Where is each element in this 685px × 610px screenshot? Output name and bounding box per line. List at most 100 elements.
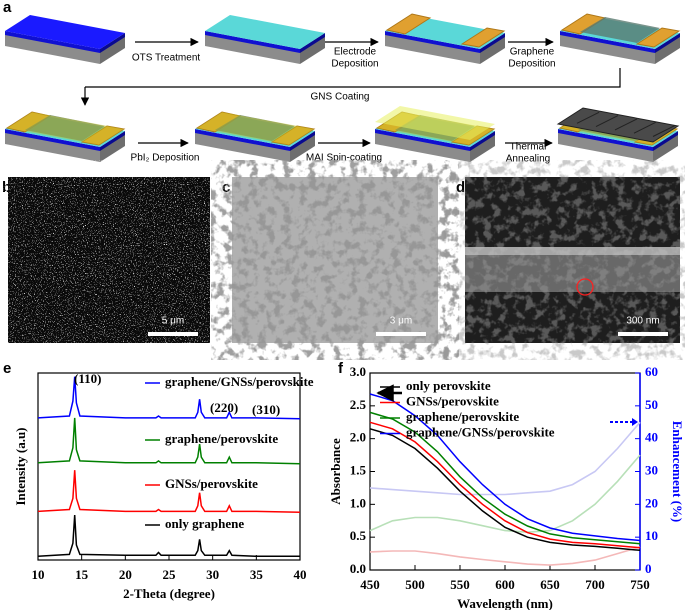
y2-tick-label: 30 bbox=[645, 462, 658, 477]
device bbox=[5, 111, 126, 162]
device-side bbox=[100, 36, 125, 64]
device-side bbox=[100, 134, 125, 162]
legend-label: only graphene bbox=[165, 516, 244, 531]
series-line bbox=[37, 376, 301, 420]
device-side bbox=[480, 36, 505, 64]
device bbox=[560, 13, 681, 64]
y2-tick-label: 50 bbox=[645, 397, 658, 412]
peak-annotation: (110) bbox=[74, 371, 101, 386]
peak-annotation: (310) bbox=[252, 402, 280, 417]
highlight-circle bbox=[576, 278, 594, 296]
device-blue bbox=[5, 129, 100, 151]
series-line bbox=[369, 428, 641, 552]
device-blue bbox=[5, 31, 100, 53]
x-tick-label: 650 bbox=[540, 577, 560, 592]
device-blue-side bbox=[100, 33, 125, 53]
series-line bbox=[369, 421, 641, 496]
x-tick-label: 30 bbox=[206, 567, 219, 582]
series-line bbox=[37, 515, 300, 558]
perovskite bbox=[556, 107, 680, 143]
device-blue bbox=[560, 31, 655, 53]
y-tick-label: 0.5 bbox=[350, 528, 367, 543]
device-front bbox=[375, 132, 470, 162]
device bbox=[205, 15, 325, 64]
x-tick-label: 450 bbox=[360, 577, 380, 592]
series-line bbox=[369, 546, 641, 566]
x-tick-label: 15 bbox=[75, 567, 89, 582]
y-tick-label: 1.5 bbox=[350, 462, 367, 477]
device-side bbox=[290, 134, 315, 162]
device-top bbox=[205, 15, 325, 49]
series-line bbox=[369, 411, 641, 545]
device-blue bbox=[205, 31, 300, 53]
graphene bbox=[580, 17, 660, 43]
y2-axis-title: Enhancement (%) bbox=[670, 421, 685, 522]
legend-label: graphene/GNSs/perovskite bbox=[165, 374, 314, 389]
panel-label: f bbox=[338, 360, 344, 377]
device bbox=[375, 106, 496, 162]
device-side bbox=[653, 134, 678, 162]
device bbox=[385, 13, 506, 64]
step-label: Deposition bbox=[508, 59, 555, 70]
axis-arrowhead bbox=[632, 418, 638, 426]
scale-bar-label: 300 nm bbox=[626, 316, 659, 327]
device bbox=[5, 15, 125, 64]
series-line bbox=[369, 454, 641, 534]
device-blue bbox=[375, 129, 470, 151]
graphene bbox=[215, 115, 295, 141]
device-front bbox=[385, 34, 480, 64]
device-side bbox=[470, 134, 495, 162]
x-tick-label: 25 bbox=[163, 567, 177, 582]
grain-edge bbox=[633, 121, 657, 134]
legend-label: graphene/GNSs/perovskite bbox=[406, 424, 555, 439]
y2-tick-label: 40 bbox=[645, 430, 658, 445]
x-tick-label: 750 bbox=[630, 577, 650, 592]
y2-tick-label: 20 bbox=[645, 495, 658, 510]
device-side bbox=[655, 36, 680, 64]
connector bbox=[85, 68, 621, 88]
y-tick-label: 2.0 bbox=[350, 430, 366, 445]
y-tick-label: 2.5 bbox=[350, 397, 367, 412]
grain-edge bbox=[652, 125, 676, 137]
x-tick-label: 500 bbox=[405, 577, 425, 592]
series-line bbox=[369, 421, 641, 549]
scale-bar-label: 5 μm bbox=[162, 316, 184, 327]
device-blue-side bbox=[100, 131, 125, 151]
legend-label: GNSs/perovskite bbox=[406, 393, 499, 408]
pbi2 bbox=[7, 112, 124, 145]
scale-bar-label: 3 μm bbox=[390, 316, 412, 327]
grain-edge bbox=[595, 115, 619, 128]
device-side bbox=[300, 36, 325, 64]
y-axis-title: Intensity (a.u) bbox=[13, 427, 28, 505]
legend-label: graphene/perovskite bbox=[406, 409, 519, 424]
series-line bbox=[37, 470, 301, 514]
step-label: Deposition bbox=[331, 59, 378, 70]
y-tick-label: 1.0 bbox=[350, 495, 366, 510]
x-tick-label: 20 bbox=[119, 567, 132, 582]
device-blue-side bbox=[470, 131, 495, 151]
legend-label: GNSs/perovskite bbox=[165, 476, 258, 491]
film-top bbox=[465, 247, 680, 255]
step-label: Electrode bbox=[334, 47, 377, 58]
device bbox=[195, 111, 316, 162]
step-label: PbI₂ Deposition bbox=[131, 153, 200, 164]
panel-label: d bbox=[456, 179, 465, 196]
panel-label: a bbox=[3, 0, 12, 16]
step-label: GNS Coating bbox=[311, 92, 370, 103]
step-label: OTS Treatment bbox=[132, 53, 201, 64]
electrode bbox=[460, 27, 506, 48]
grain-edge bbox=[576, 111, 600, 124]
device-blue-side bbox=[480, 33, 505, 53]
y2-tick-label: 0 bbox=[645, 561, 652, 576]
step-label: Annealing bbox=[506, 154, 550, 165]
x-tick-label: 550 bbox=[450, 577, 470, 592]
scale-bar bbox=[148, 332, 198, 336]
y-axis-title: Absorbance bbox=[328, 438, 343, 505]
legend-label: graphene/perovskite bbox=[165, 431, 278, 446]
x-tick-label: 35 bbox=[250, 567, 264, 582]
micrograph-texture bbox=[232, 177, 438, 343]
device-blue-side bbox=[653, 131, 678, 151]
x-tick-label: 600 bbox=[495, 577, 515, 592]
panel-label: c bbox=[222, 179, 230, 196]
step-label: Graphene bbox=[510, 47, 555, 58]
